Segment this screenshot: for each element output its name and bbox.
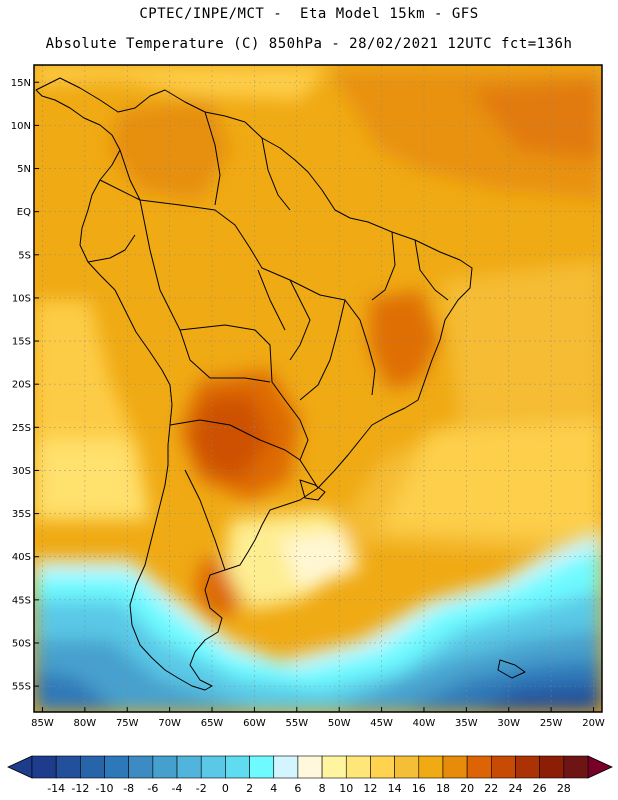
lon-tick-label: 25W	[540, 718, 563, 729]
colorbar-swatch	[345, 755, 371, 779]
colorbar: -14 -12 -10 -8 -6 -4 -2 0 2 4 6 8 10 12 14 16 18 20 22 24 26…	[7, 755, 613, 795]
lat-tick-label: 40S	[12, 552, 31, 563]
colorbar-label: 24	[508, 782, 522, 795]
lon-tick-label: 70W	[158, 718, 181, 729]
lat-tick-label: 50S	[12, 638, 31, 649]
lon-tick-label: 30W	[497, 718, 520, 729]
map-title-line-2: Absolute Temperature (C) 850hPa - 28/02/…	[45, 36, 573, 52]
lat-tick-label: EQ	[17, 207, 31, 218]
colorbar-label: 12	[363, 782, 377, 795]
longitude-axis: 85W 80W 75W 70W 65W 60W 55W 50W 45W 40W 35W 30W 25W 2…	[31, 707, 605, 729]
lat-tick-label: 10N	[11, 121, 31, 132]
colorbar-label: 16	[412, 782, 426, 795]
colorbar-swatch	[128, 755, 154, 779]
lat-tick-label: 15S	[12, 337, 31, 348]
colorbar-label: -12	[71, 782, 89, 795]
colorbar-swatch	[176, 755, 202, 779]
colorbar-swatch	[31, 755, 57, 779]
colorbar-swatch	[273, 755, 299, 779]
colorbar-label: -10	[96, 782, 114, 795]
coastline	[35, 77, 526, 691]
lat-tick-label: 30S	[12, 466, 31, 477]
colorbar-swatch	[394, 755, 420, 779]
colorbar-label: -6	[147, 782, 158, 795]
latitude-axis: 15N 10N 5N EQ 5S 10S 15S 20S 25S 30S 35S 40S 45S 50S 5…	[11, 78, 39, 693]
colorbar-swatch	[418, 755, 444, 779]
lon-tick-label: 85W	[31, 718, 54, 729]
map-title-line-1: CPTEC/INPE/MCT - Eta Model 15km - GFS	[139, 6, 479, 22]
colorbar-label: 8	[319, 782, 326, 795]
colorbar-swatch	[80, 755, 105, 779]
colorbar-label: 20	[460, 782, 474, 795]
colorbar-label: -2	[196, 782, 207, 795]
colorbar-label: 6	[294, 782, 301, 795]
temperature-field	[34, 65, 602, 712]
colorbar-label: 0	[222, 782, 229, 795]
colorbar-label: -8	[123, 782, 134, 795]
colorbar-swatch	[321, 755, 347, 779]
colorbar-swatch	[200, 755, 226, 779]
lon-tick-label: 40W	[413, 718, 436, 729]
colorbar-swatch	[225, 755, 250, 779]
colorbar-swatch	[563, 755, 589, 779]
lon-tick-label: 65W	[201, 718, 224, 729]
colorbar-swatch	[539, 755, 565, 779]
lat-tick-label: 25S	[12, 423, 31, 434]
lon-tick-label: 75W	[116, 718, 139, 729]
colorbar-swatch	[55, 755, 81, 779]
colorbar-label: 22	[484, 782, 498, 795]
colorbar-swatch	[152, 755, 178, 779]
colorbar-under-arrow	[7, 755, 33, 779]
colorbar-swatch	[491, 755, 516, 779]
colorbar-swatch	[515, 755, 540, 779]
lat-tick-label: 35S	[12, 509, 31, 520]
colorbar-swatch	[442, 755, 468, 779]
colorbar-swatch	[466, 755, 492, 779]
colorbar-label: 10	[339, 782, 353, 795]
lat-tick-label: 20S	[12, 380, 31, 391]
lon-tick-label: 35W	[455, 718, 478, 729]
map-frame	[33, 64, 603, 713]
lon-tick-label: 50W	[328, 718, 351, 729]
colorbar-label: -14	[47, 782, 65, 795]
colorbar-label: -4	[172, 782, 183, 795]
colorbar-swatch	[104, 755, 129, 779]
colorbar-swatch	[249, 755, 275, 779]
lat-tick-label: 5N	[17, 164, 31, 175]
lon-tick-label: 20W	[582, 718, 605, 729]
colorbar-label: 4	[270, 782, 277, 795]
colorbar-label: 18	[436, 782, 450, 795]
colorbar-label: 14	[388, 782, 402, 795]
lon-tick-label: 80W	[74, 718, 97, 729]
colorbar-over-arrow	[587, 755, 613, 779]
lat-tick-label: 5S	[18, 250, 31, 261]
colorbar-swatch	[297, 755, 323, 779]
lat-tick-label: 10S	[12, 293, 31, 304]
lon-tick-label: 45W	[370, 718, 393, 729]
lon-tick-label: 55W	[285, 718, 308, 729]
lat-tick-label: 15N	[11, 78, 31, 89]
colorbar-label: 26	[533, 782, 547, 795]
colorbar-label: 2	[246, 782, 253, 795]
lat-tick-label: 55S	[12, 682, 31, 693]
colorbar-swatch	[370, 755, 395, 779]
lon-tick-label: 60W	[243, 718, 266, 729]
lat-tick-label: 45S	[12, 595, 31, 606]
colorbar-label: 28	[557, 782, 571, 795]
